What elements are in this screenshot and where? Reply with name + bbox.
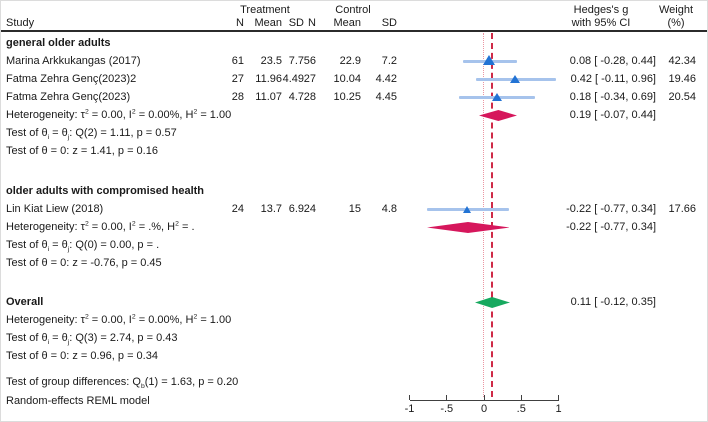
col-header-n-treatment: N bbox=[236, 17, 244, 29]
group-header-row: older adults with compromised health bbox=[1, 182, 707, 200]
overall-q-test-row: Test of θi = θj: Q(3) = 2.74, p = 0.43 bbox=[1, 329, 707, 347]
model-note: Random-effects REML model bbox=[6, 395, 150, 407]
weight-value: 42.34 bbox=[668, 55, 696, 67]
q-test-row: Test of θi = θj: Q(2) = 1.11, p = 0.57 bbox=[1, 124, 707, 142]
treatment-sd: 4.7 bbox=[288, 91, 304, 103]
heterogeneity-stats: Heterogeneity: τ2 = 0.00, I2 = 0.00%, H2… bbox=[6, 108, 232, 121]
overall-z-test-stats: Test of θ = 0: z = 0.96, p = 0.34 bbox=[6, 350, 158, 362]
z-test-stats: Test of θ = 0: z = -0.76, p = 0.45 bbox=[6, 257, 162, 269]
subgroup-effect-size-ci: -0.22 [ -0.77, 0.34] bbox=[566, 221, 656, 233]
header-rule bbox=[1, 30, 707, 32]
overall-q-test-stats: Test of θi = θj: Q(3) = 2.74, p = 0.43 bbox=[6, 332, 178, 347]
effect-size-ci: 0.18 [ -0.34, 0.69] bbox=[569, 91, 656, 103]
control-sd: 7.2 bbox=[381, 55, 397, 67]
control-mean: 10.25 bbox=[333, 91, 361, 103]
group-difference-stats: Test of group differences: Qb(1) = 1.63,… bbox=[6, 376, 239, 391]
control-n: 56 bbox=[303, 55, 316, 67]
overall-z-test-row: Test of θ = 0: z = 0.96, p = 0.34 bbox=[1, 347, 707, 365]
weight-value: 17.66 bbox=[668, 203, 696, 215]
treatment-mean: 11.96 bbox=[255, 73, 282, 85]
study-row: Marina Arkkukangas (2017) 61 23.5 7.7 56 22.9… bbox=[1, 52, 707, 70]
control-sd: 4.8 bbox=[381, 203, 397, 215]
treatment-n: 61 bbox=[231, 55, 244, 67]
q-test-row: Test of θi = θj: Q(0) = 0.00, p = . bbox=[1, 236, 707, 254]
overall-heterogeneity-stats: Heterogeneity: τ2 = 0.00, I2 = 0.00%, H2… bbox=[6, 313, 232, 326]
col-header-n-control: N bbox=[308, 17, 316, 29]
col-header-effect-line1: Hedges's g bbox=[573, 4, 629, 16]
col-header-study: Study bbox=[6, 17, 35, 29]
control-n: 27 bbox=[303, 73, 316, 85]
group-name: general older adults bbox=[6, 37, 111, 49]
control-mean: 15 bbox=[348, 203, 361, 215]
model-note-row: Random-effects REML model bbox=[1, 392, 707, 410]
q-test-stats: Test of θi = θj: Q(2) = 1.11, p = 0.57 bbox=[6, 127, 177, 142]
effect-size-ci: 0.08 [ -0.28, 0.44] bbox=[569, 55, 656, 67]
subgroup-effect-size-ci: 0.19 [ -0.07, 0.44] bbox=[569, 109, 656, 121]
treatment-sd: 6.9 bbox=[288, 203, 304, 215]
control-mean: 10.04 bbox=[333, 73, 361, 85]
group-name: older adults with compromised health bbox=[6, 185, 205, 197]
col-header-mean-treatment: Mean bbox=[254, 17, 282, 29]
treatment-n: 27 bbox=[231, 73, 244, 85]
treatment-n: 24 bbox=[231, 203, 244, 215]
overall-effect-size-ci: 0.11 [ -0.12, 0.35] bbox=[570, 296, 656, 308]
treatment-n: 28 bbox=[231, 91, 244, 103]
z-test-row: Test of θ = 0: z = 1.41, p = 0.16 bbox=[1, 142, 707, 160]
effect-size-ci: -0.22 [ -0.77, 0.34] bbox=[566, 203, 656, 215]
treatment-mean: 13.7 bbox=[260, 203, 282, 215]
study-name: Marina Arkkukangas (2017) bbox=[6, 55, 141, 67]
control-n: 24 bbox=[303, 203, 316, 215]
q-test-stats: Test of θi = θj: Q(0) = 0.00, p = . bbox=[6, 239, 160, 254]
control-n: 28 bbox=[303, 91, 316, 103]
treatment-sd: 4.49 bbox=[282, 73, 304, 85]
study-name: Fatma Zehra Genç(2023)2 bbox=[6, 73, 137, 85]
subgroup-summary-row: Heterogeneity: τ2 = 0.00, I2 = 0.00%, H2… bbox=[1, 106, 707, 124]
effect-size-ci: 0.42 [ -0.11, 0.96] bbox=[570, 73, 656, 85]
heterogeneity-stats: Heterogeneity: τ2 = 0.00, I2 = .%, H2 = … bbox=[6, 220, 195, 233]
weight-value: 19.46 bbox=[668, 73, 696, 85]
col-header-sd-treatment: SD bbox=[288, 17, 304, 29]
group-header-row: general older adults bbox=[1, 34, 707, 52]
treatment-mean: 23.5 bbox=[260, 55, 282, 67]
study-row: Fatma Zehra Genç(2023)2 27 11.96 4.49 27 10.0… bbox=[1, 70, 707, 88]
study-row: Fatma Zehra Genç(2023) 28 11.07 4.7 28 10.25 4… bbox=[1, 88, 707, 106]
treatment-sd: 7.7 bbox=[288, 55, 304, 67]
weight-value: 20.54 bbox=[668, 91, 696, 103]
col-header-control: Control bbox=[335, 4, 371, 16]
col-header-sd-control: SD bbox=[381, 17, 397, 29]
study-name: Fatma Zehra Genç(2023) bbox=[6, 91, 131, 103]
col-header-mean-control: Mean bbox=[333, 17, 361, 29]
overall-heterogeneity-row: Heterogeneity: τ2 = 0.00, I2 = 0.00%, H2… bbox=[1, 311, 707, 329]
control-sd: 4.42 bbox=[375, 73, 397, 85]
control-sd: 4.45 bbox=[375, 91, 397, 103]
overall-summary-row: Overall 0.11 [ -0.12, 0.35] bbox=[1, 293, 707, 311]
treatment-mean: 11.07 bbox=[255, 91, 282, 103]
col-header-weight-line2: (%) bbox=[667, 17, 685, 29]
col-header-effect-line2: with 95% CI bbox=[571, 17, 631, 29]
study-name: Lin Kiat Liew (2018) bbox=[6, 203, 104, 215]
group-difference-row: Test of group differences: Qb(1) = 1.63,… bbox=[1, 373, 707, 391]
study-row: Lin Kiat Liew (2018) 24 13.7 6.9 24 15 4.8 -0.2… bbox=[1, 200, 707, 218]
control-mean: 22.9 bbox=[339, 55, 361, 67]
z-test-stats: Test of θ = 0: z = 1.41, p = 0.16 bbox=[6, 145, 158, 157]
subgroup-summary-row: Heterogeneity: τ2 = 0.00, I2 = .%, H2 = … bbox=[1, 218, 707, 236]
col-header-treatment: Treatment bbox=[240, 4, 290, 16]
col-header-weight-line1: Weight bbox=[658, 4, 694, 16]
overall-label: Overall bbox=[6, 296, 44, 308]
z-test-row: Test of θ = 0: z = -0.76, p = 0.45 bbox=[1, 254, 707, 272]
